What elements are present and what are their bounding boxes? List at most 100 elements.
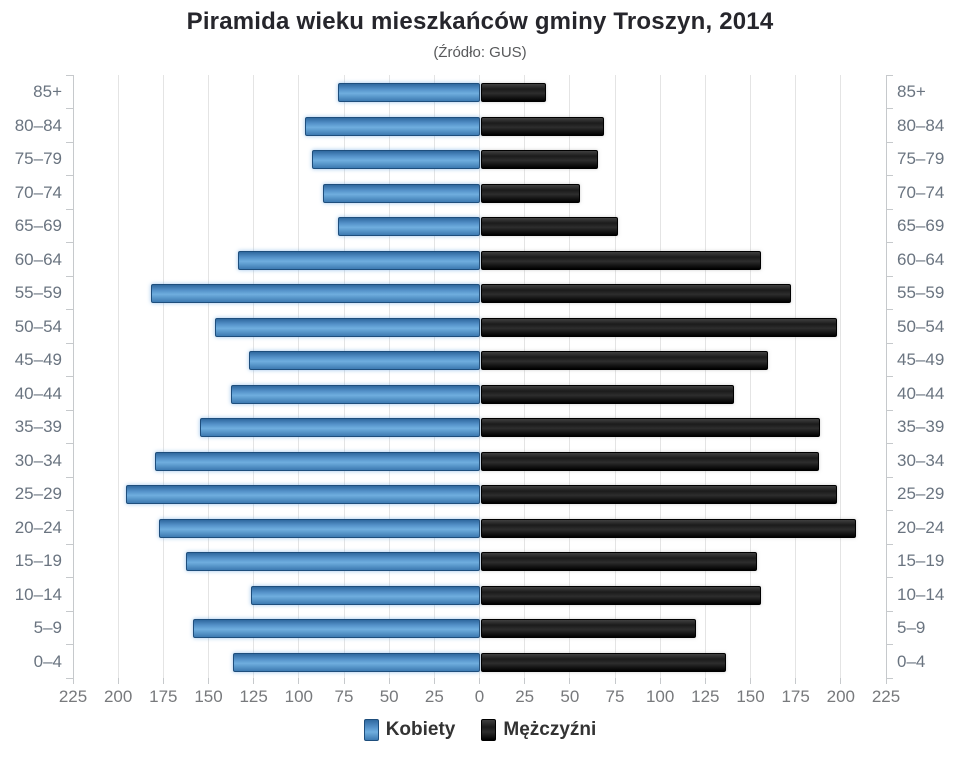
age-label-right: 60–64 xyxy=(897,249,945,269)
men-bar xyxy=(480,250,761,270)
men-swatch-icon xyxy=(481,719,497,741)
right-axis-tick xyxy=(886,677,893,679)
axis-line xyxy=(72,75,74,678)
x-tick-label: 25 xyxy=(515,687,535,706)
right-axis-tick xyxy=(886,543,893,545)
right-axis-tick xyxy=(886,476,893,478)
age-label-left: 0–4 xyxy=(33,651,62,671)
women-bar xyxy=(323,183,481,203)
age-label-right: 55–59 xyxy=(897,283,945,302)
age-label-left: 60–64 xyxy=(14,249,62,269)
age-label-right: 80–84 xyxy=(897,115,945,135)
x-tick-label: 50 xyxy=(379,687,399,706)
x-tick-label: 50 xyxy=(560,687,580,706)
x-tick-label: 75 xyxy=(605,687,625,706)
gridline xyxy=(659,75,661,678)
left-axis-tick xyxy=(66,644,73,645)
x-axis-tick xyxy=(72,678,74,684)
x-tick-label: 175 xyxy=(781,687,810,706)
left-axis-tick xyxy=(66,74,73,76)
men-bar xyxy=(480,83,546,103)
legend-label-men: Mężczyźni xyxy=(503,719,597,740)
men-bar xyxy=(480,284,792,304)
men-bar xyxy=(480,518,857,538)
women-bar xyxy=(155,451,481,471)
age-label-right: 25–29 xyxy=(897,484,945,503)
age-label-right: 15–19 xyxy=(897,551,945,570)
legend-item-men: Mężczyźni xyxy=(481,719,596,741)
chart-title: Piramida wieku mieszkańców gminy Troszyn… xyxy=(186,8,774,35)
age-label-left: 20–24 xyxy=(14,517,62,537)
left-axis-tick xyxy=(66,610,73,612)
men-bar xyxy=(480,619,696,639)
left-axis-tick xyxy=(66,376,73,377)
age-label-right: 0–4 xyxy=(897,651,926,671)
gridline xyxy=(253,75,255,678)
men-bar xyxy=(480,585,761,605)
x-tick-label: 75 xyxy=(334,687,354,706)
x-axis-tick xyxy=(343,678,345,684)
age-label-left: 10–14 xyxy=(14,584,62,604)
x-axis-tick xyxy=(704,678,706,684)
right-axis-tick xyxy=(886,242,893,243)
left-axis-tick xyxy=(66,309,73,310)
women-bar xyxy=(151,284,481,304)
men-bar xyxy=(480,351,768,371)
left-axis-tick xyxy=(66,677,73,679)
x-axis-tick xyxy=(840,678,842,684)
women-bar xyxy=(238,250,481,270)
gridline xyxy=(840,75,842,678)
gridline xyxy=(433,75,435,678)
men-bar xyxy=(480,150,599,170)
x-axis-tick xyxy=(433,678,435,684)
right-axis-tick xyxy=(886,342,893,344)
gridline xyxy=(208,75,209,678)
gridline xyxy=(479,75,480,678)
right-axis-tick xyxy=(886,108,893,109)
age-label-right: 20–24 xyxy=(897,517,945,537)
x-axis-tick xyxy=(208,678,209,684)
age-label-left: 45–49 xyxy=(14,350,62,369)
x-tick-label: 200 xyxy=(103,687,133,706)
right-axis-tick xyxy=(886,309,893,310)
right-axis-tick xyxy=(886,610,893,612)
left-axis-tick xyxy=(66,443,73,444)
legend-item-women: Kobiety xyxy=(363,719,455,741)
age-label-right: 85+ xyxy=(897,82,926,101)
women-bar xyxy=(158,518,481,538)
x-axis-tick xyxy=(569,678,571,684)
gridline xyxy=(298,75,300,678)
women-bar xyxy=(337,217,481,237)
women-bar xyxy=(337,83,481,103)
age-label-left: 85+ xyxy=(33,82,62,101)
age-label-left: 35–39 xyxy=(14,417,62,436)
women-bar xyxy=(312,150,481,170)
gridline xyxy=(795,75,797,678)
x-axis-tick xyxy=(117,678,119,684)
gridline xyxy=(569,75,571,678)
men-bar xyxy=(480,116,604,136)
age-label-left: 5–9 xyxy=(33,618,62,637)
x-axis-tick xyxy=(162,678,164,684)
age-label-left: 50–54 xyxy=(14,316,62,336)
age-label-left: 30–34 xyxy=(14,450,62,470)
left-axis-tick xyxy=(66,342,73,344)
x-axis-tick xyxy=(659,678,661,684)
women-bar xyxy=(232,652,481,672)
right-axis-tick xyxy=(886,577,893,578)
x-tick-label: 100 xyxy=(645,687,675,706)
gridline xyxy=(750,75,751,678)
women-bar xyxy=(214,317,481,337)
x-axis-tick xyxy=(388,678,390,684)
age-label-left: 55–59 xyxy=(14,283,62,302)
left-axis-tick xyxy=(66,476,73,478)
chart-subtitle: (Źródło: GUS) xyxy=(433,44,527,61)
men-bar xyxy=(480,384,734,404)
women-bar xyxy=(249,351,481,371)
x-tick-label: 0 xyxy=(474,687,485,706)
men-bar xyxy=(480,418,821,438)
men-bar xyxy=(480,485,837,505)
left-axis-tick xyxy=(66,141,73,143)
age-label-right: 45–49 xyxy=(897,350,945,369)
